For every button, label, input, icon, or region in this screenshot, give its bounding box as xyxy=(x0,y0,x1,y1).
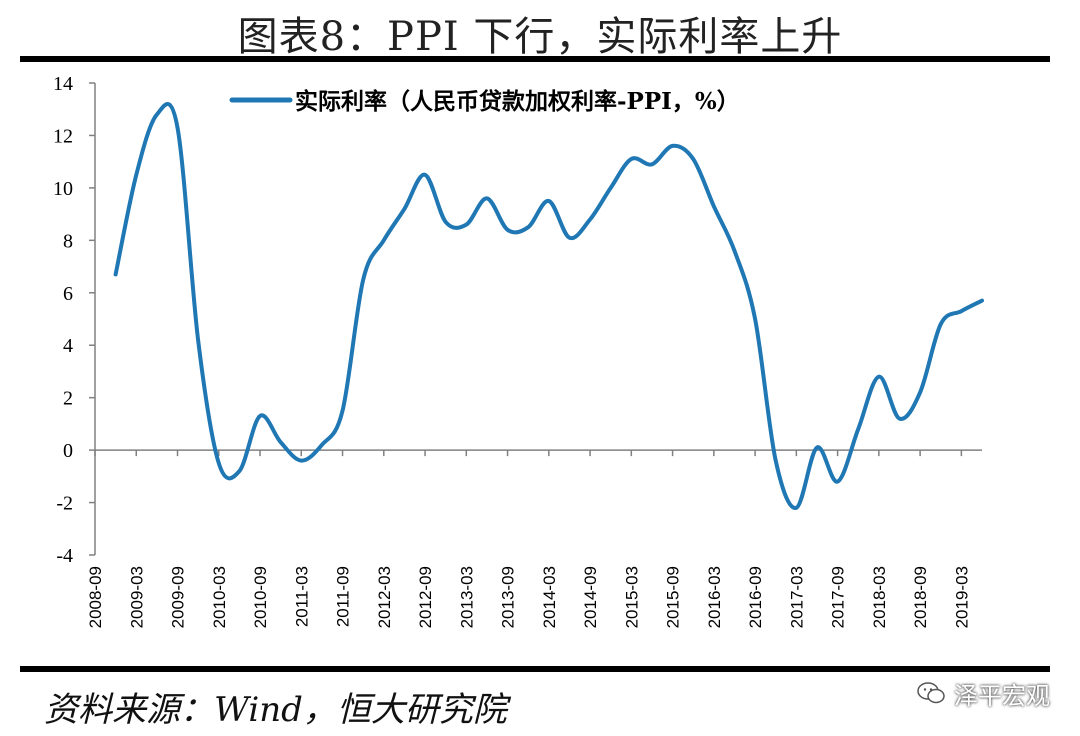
data-point xyxy=(939,322,943,326)
y-axis-ticks: 14 12 10 8 6 4 2 0 -2 -4 xyxy=(53,73,95,567)
data-point xyxy=(526,225,530,229)
data-point xyxy=(712,204,716,208)
data-point xyxy=(959,309,964,313)
data-point xyxy=(629,157,633,161)
legend: 实际利率（人民币贷款加权利率-PPI，%） xyxy=(229,88,740,115)
data-point xyxy=(836,480,840,484)
y-tick-label: 12 xyxy=(53,125,73,147)
data-point xyxy=(691,157,695,161)
x-tick-label: 2013-03 xyxy=(457,566,476,628)
data-point xyxy=(567,236,572,240)
x-tick-label: 2018-09 xyxy=(911,566,930,628)
x-tick-label: 2015-03 xyxy=(622,566,641,628)
data-point xyxy=(980,299,984,303)
x-tick-label: 2017-09 xyxy=(829,566,848,628)
data-point xyxy=(196,338,200,342)
x-tick-label: 2017-03 xyxy=(787,566,806,628)
chart-title: 图表8：PPI 下行，实际利率上升 xyxy=(237,14,843,60)
data-point xyxy=(464,223,468,227)
y-tick-label: 8 xyxy=(63,230,73,252)
data-point xyxy=(588,217,592,221)
data-point xyxy=(444,220,448,224)
data-point xyxy=(485,196,489,200)
legend-label: 实际利率（人民币贷款加权利率-PPI，%） xyxy=(295,88,740,115)
top-rule xyxy=(20,56,1050,62)
data-point xyxy=(918,390,922,394)
x-tick-label: 2014-09 xyxy=(581,566,600,628)
data-point xyxy=(753,317,757,321)
data-point xyxy=(217,461,221,465)
data-point xyxy=(340,409,345,413)
y-tick-label: 4 xyxy=(63,335,73,357)
y-tick-label: 6 xyxy=(63,283,73,305)
x-tick-label: 2019-03 xyxy=(952,566,971,628)
data-point xyxy=(856,427,860,431)
data-point xyxy=(877,375,881,379)
x-axis-ticks: 2008-09 2009-03 2009-09 2010-03 2010-09 2011-… xyxy=(86,450,971,628)
x-tick-label: 2010-09 xyxy=(251,566,270,628)
x-tick-label: 2012-03 xyxy=(375,566,394,628)
y-tick-label: -2 xyxy=(56,493,73,515)
data-point xyxy=(506,228,510,232)
y-tick-label: 2 xyxy=(63,388,73,410)
watermark: 泽平宏观 xyxy=(916,676,1050,711)
x-tick-label: 2018-03 xyxy=(870,566,889,628)
x-tick-label: 2016-03 xyxy=(705,566,724,628)
y-tick-label: 14 xyxy=(53,73,73,95)
x-tick-label: 2013-09 xyxy=(499,566,518,628)
y-tick-label: 10 xyxy=(53,178,73,200)
data-point xyxy=(423,173,427,177)
data-point xyxy=(794,506,798,510)
data-point xyxy=(650,162,654,166)
data-point xyxy=(732,249,737,253)
x-tick-label: 2011-03 xyxy=(292,566,311,627)
data-point xyxy=(382,238,386,242)
x-tick-label: 2011-09 xyxy=(334,566,353,627)
data-point xyxy=(671,144,675,148)
series-line-0 xyxy=(113,102,984,510)
data-point xyxy=(279,440,283,444)
data-point xyxy=(547,199,551,203)
data-point xyxy=(361,278,365,282)
x-tick-label: 2012-09 xyxy=(416,566,435,628)
x-tick-label: 2016-09 xyxy=(746,566,765,628)
y-tick-label: -4 xyxy=(56,545,73,567)
data-point xyxy=(815,445,819,450)
series-layer xyxy=(113,102,984,510)
data-point xyxy=(175,126,180,130)
x-tick-label: 2008-09 xyxy=(86,566,105,628)
data-point xyxy=(299,459,303,463)
y-tick-label: 0 xyxy=(63,440,73,462)
data-point xyxy=(134,173,138,177)
data-point xyxy=(320,443,324,447)
data-point xyxy=(155,112,159,117)
data-point xyxy=(774,459,778,463)
data-point xyxy=(897,417,902,421)
data-point xyxy=(258,414,262,418)
source-note: 资料来源：Wind，恒大研究院 xyxy=(44,690,507,730)
data-point xyxy=(237,469,241,473)
x-tick-label: 2010-03 xyxy=(210,566,229,628)
watermark-text: 泽平宏观 xyxy=(954,682,1050,710)
data-point xyxy=(609,186,613,190)
x-tick-label: 2015-09 xyxy=(664,566,683,628)
x-tick-label: 2014-03 xyxy=(540,566,559,628)
data-point xyxy=(114,272,118,276)
data-point xyxy=(402,207,406,211)
x-tick-label: 2009-03 xyxy=(127,566,146,628)
axes xyxy=(94,83,982,555)
x-tick-label: 2009-09 xyxy=(169,566,188,628)
bottom-rule xyxy=(20,666,1050,672)
wechat-icon xyxy=(917,681,945,703)
